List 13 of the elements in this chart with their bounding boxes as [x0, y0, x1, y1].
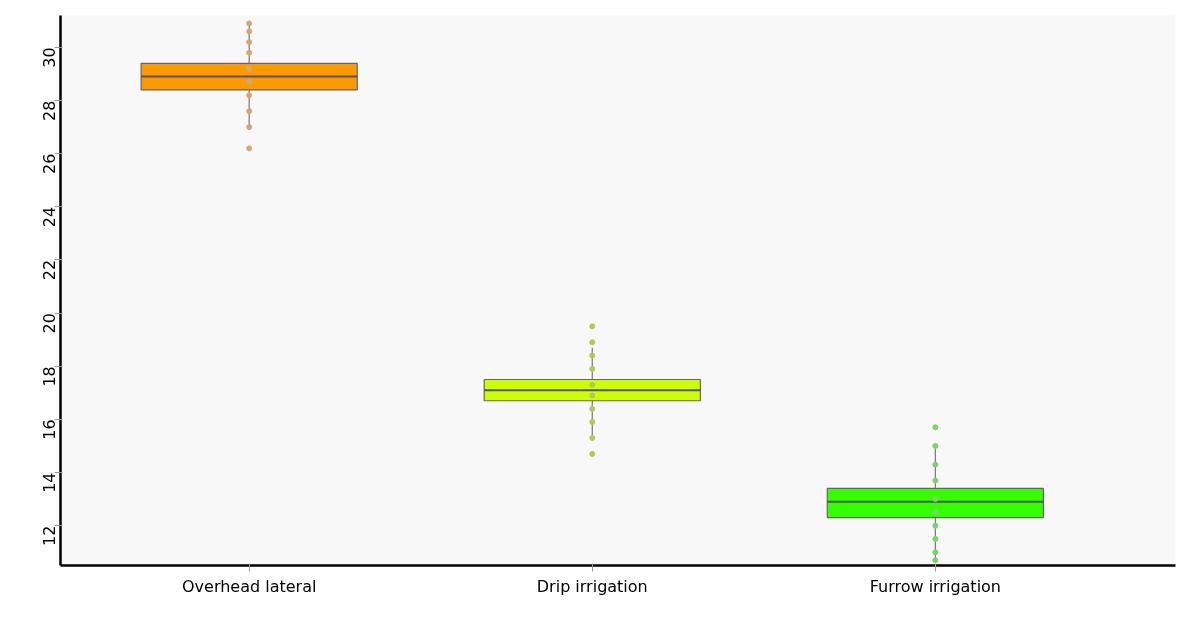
y-tick-label: 14 — [40, 472, 60, 493]
y-tick-label: 20 — [40, 313, 60, 334]
y-tick-label: 26 — [40, 153, 60, 175]
x-tick-label: Drip irrigation — [536, 576, 648, 596]
x-tick-label: Furrow irrigation — [869, 576, 1002, 596]
y-tick-label: 16 — [40, 419, 60, 440]
y-tick-label: 22 — [40, 259, 60, 281]
y-tick-label: 18 — [40, 366, 60, 387]
y-tick-label: 12 — [40, 525, 60, 546]
y-tick-label: 24 — [40, 206, 60, 228]
x-tick-label: Overhead lateral — [181, 576, 317, 596]
y-tick-label: 30 — [40, 47, 60, 68]
y-tick-label: 28 — [40, 100, 60, 121]
